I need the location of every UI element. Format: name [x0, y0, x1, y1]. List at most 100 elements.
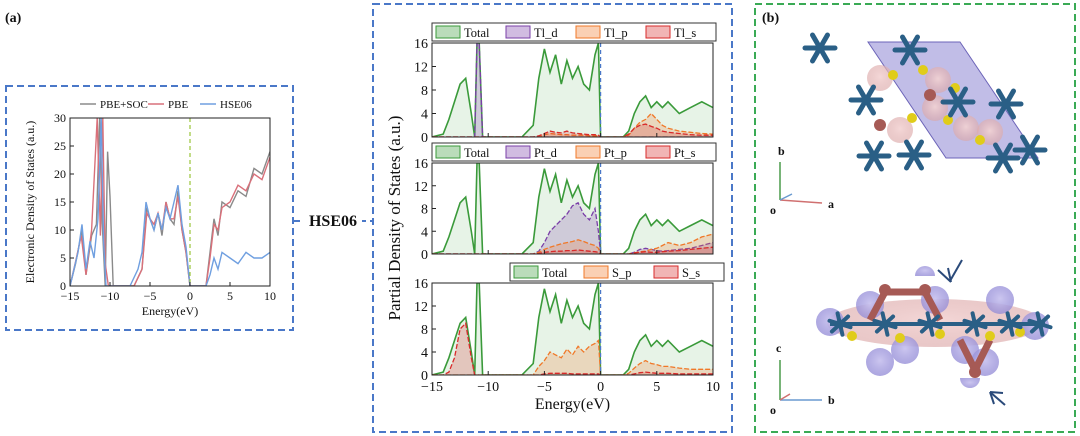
- y-axis-label: Partial Density of States (a.u.): [385, 116, 404, 321]
- pt-atom: [861, 95, 871, 105]
- legend-box: [509, 262, 725, 282]
- s-atom: [907, 113, 917, 123]
- pt-atom: [970, 319, 980, 329]
- y-tick-label: 12: [414, 180, 428, 195]
- x-tick-label: −15: [421, 380, 443, 395]
- triad-top-label-b: b: [778, 144, 785, 158]
- panel-label-b: (b): [762, 11, 779, 26]
- y-tick-label: 0: [421, 131, 428, 146]
- pt-atom: [1025, 145, 1035, 155]
- x-tick-label: −5: [144, 289, 157, 303]
- y-tick-label: 4: [421, 346, 428, 361]
- triad-side-label-b: b: [828, 393, 835, 407]
- crystal-side-view: [816, 259, 1053, 406]
- legend-label: Total: [464, 146, 490, 160]
- x-tick-label: 10: [706, 380, 720, 395]
- y-tick-label: 4: [421, 225, 428, 240]
- legend-label: S_p: [612, 266, 631, 280]
- iso-lobe: [891, 336, 919, 364]
- tl-atom: [879, 284, 891, 296]
- x-axis-label: Energy(eV): [142, 304, 198, 318]
- legend-swatch: [575, 25, 601, 39]
- legend-label: Total: [542, 266, 568, 280]
- y-tick-label: 16: [414, 277, 428, 292]
- panel-a-left-frame: [5, 85, 294, 331]
- series-area-s-s: [432, 323, 713, 375]
- legend-label: Pt_s: [674, 146, 696, 160]
- pt-atom: [869, 151, 879, 161]
- crystal-top-view: [802, 32, 1048, 174]
- series-line-total: [432, 283, 713, 375]
- y-tick-label: 15: [54, 195, 66, 209]
- tl-bond: [956, 338, 979, 372]
- series-area-total: [432, 163, 713, 254]
- y-tick-label: 16: [414, 157, 428, 172]
- pt-atom: [909, 150, 919, 160]
- series-line-hse06: [70, 118, 270, 286]
- tl-bond: [866, 290, 889, 322]
- x-tick-label: 5: [227, 289, 233, 303]
- series-line-pt-p: [432, 233, 713, 254]
- y-axis-label: Electronic Density of States (a.u.): [23, 121, 37, 284]
- pt-atom: [998, 153, 1008, 163]
- connector-label: HSE06: [309, 213, 357, 230]
- x-tick-label: −10: [477, 380, 499, 395]
- triad-side-label-o: o: [770, 403, 776, 417]
- dos-chart-left: −15 −10 −5 0 5 10 0 5 10 15 20 25 30 Energy(eV) Electr…: [23, 99, 276, 318]
- tl-atom: [969, 366, 981, 378]
- legend-label: Tl_p: [604, 26, 628, 40]
- y-tick-label: 16: [414, 37, 428, 52]
- arrow-top-shaft: [949, 259, 963, 282]
- legend-swatch: [575, 145, 601, 159]
- pdos-chart-pt: 0 4 8 12 16 Total Pt_d Pt_p Pt_s: [414, 142, 717, 263]
- arrow-bottom: [989, 391, 1004, 405]
- legend-box: [431, 22, 717, 42]
- series-area-tl-s: [432, 124, 713, 137]
- tl-bond: [971, 338, 994, 372]
- side-view-atoms: [816, 266, 1053, 388]
- series-line-tl-s: [432, 123, 713, 137]
- y-tick-label: 12: [414, 300, 428, 315]
- y-tick-label: 8: [421, 84, 428, 99]
- x-tick-label: −5: [537, 380, 552, 395]
- triad-top-horizontal-axis: [779, 199, 823, 204]
- pt-atom: [815, 43, 825, 53]
- iso-lobe-top: [915, 266, 935, 276]
- x-tick-label: 0: [597, 380, 604, 395]
- series-line-pt-s: [432, 246, 713, 254]
- legend-swatch: [583, 265, 609, 279]
- y-tick-label: 0: [421, 369, 428, 384]
- iso-lobe: [866, 348, 894, 376]
- y-tick-label: 8: [421, 323, 428, 338]
- legend-swatch: [435, 145, 461, 159]
- x-tick-label: 0: [187, 289, 193, 303]
- x-axis-label: Energy(eV): [535, 396, 610, 413]
- triad-side-label-c: c: [776, 341, 782, 355]
- panel-b-frame: [754, 3, 1076, 433]
- charge-lobe: [887, 117, 913, 143]
- tl-atom: [874, 119, 886, 131]
- legend-label: Pt_d: [534, 146, 558, 160]
- legend-swatch: [505, 25, 531, 39]
- top-view-atoms: [802, 32, 1048, 174]
- s-atom: [1015, 327, 1025, 337]
- legend-label: PBE+SOC: [100, 99, 148, 111]
- x-tick-label: 10: [264, 289, 276, 303]
- legend-label: Tl_s: [674, 26, 696, 40]
- legend-label: Total: [464, 26, 490, 40]
- pt-atom: [953, 97, 963, 107]
- series-area-total: [432, 283, 713, 375]
- s-atom: [918, 65, 928, 75]
- series-line-s-s: [432, 321, 713, 375]
- pdos-chart-tl: 0 4 8 12 16 Total Tl_d Tl_p Tl_s: [414, 22, 717, 146]
- y-tick-label: 30: [54, 111, 66, 125]
- legend-swatch: [645, 145, 671, 159]
- pt-atom: [880, 319, 890, 329]
- pt-atom: [905, 45, 915, 55]
- legend-label: HSE06: [220, 99, 252, 111]
- axis-triad-top: b a o: [770, 144, 834, 217]
- arrow-top: [937, 267, 952, 283]
- pdos-chart-s: 0 4 8 12 16 −15 −10 −5 0 5 10 Energy(eV) Partial Den…: [385, 116, 725, 413]
- tl-atom: [919, 284, 931, 296]
